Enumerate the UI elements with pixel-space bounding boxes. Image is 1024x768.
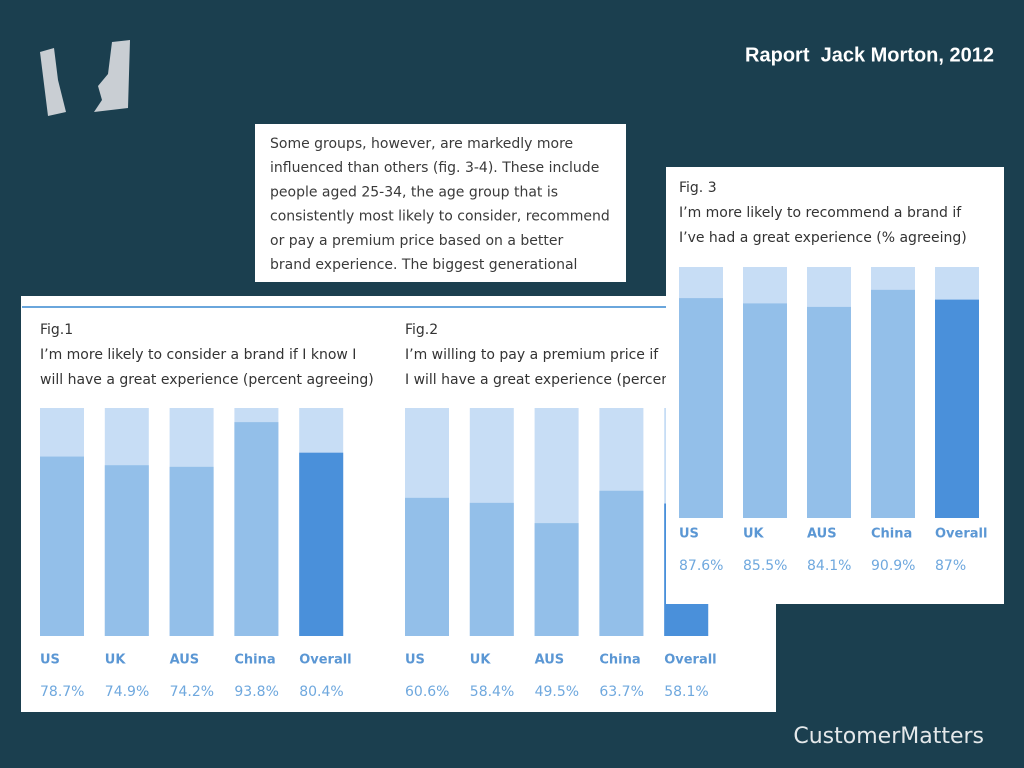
category-label: US (40, 653, 60, 668)
excerpt-card (255, 124, 626, 282)
bar (871, 289, 915, 518)
fig-3: Fig. 3 I’m more likely to recommend a bra… (679, 180, 987, 574)
brand: CustomerMatters (793, 724, 984, 749)
value-label: 90.9% (871, 558, 915, 574)
excerpt: Some groups, however, are markedly more i… (270, 136, 610, 273)
category-label: Overall (664, 653, 716, 668)
category-label: China (871, 527, 912, 542)
value-label: 78.7% (40, 684, 84, 700)
value-label: 85.5% (743, 558, 787, 574)
excerpt-line: consistently most likely to consider, re… (270, 209, 610, 225)
figure-title: I’m more likely to recommend a brand if (679, 205, 962, 221)
value-label: 93.8% (234, 684, 278, 700)
value-label: 87.6% (679, 558, 723, 574)
bar (469, 502, 514, 636)
bar (405, 497, 449, 636)
figure-title: will have a great experience (percent ag… (40, 372, 374, 388)
slide-title: Raport Jack Morton, 2012 (745, 44, 994, 66)
figure-label: Fig. 3 (679, 180, 717, 196)
value-label: 49.5% (535, 684, 579, 700)
category-label: China (234, 653, 275, 668)
excerpt-line: influenced than others (fig. 3-4). These… (270, 160, 599, 176)
value-label: 58.1% (664, 684, 708, 700)
value-label: 87% (935, 558, 966, 574)
figure-label: Fig.2 (405, 322, 438, 338)
excerpt-line: or pay a premium price based on a better (270, 233, 563, 249)
category-label: UK (743, 527, 765, 542)
category-label: US (405, 653, 425, 668)
value-label: 74.9% (105, 684, 149, 700)
bar (534, 523, 579, 636)
figure-label: Fig.1 (40, 322, 73, 338)
excerpt-line: people aged 25-34, the age group that is (270, 184, 558, 200)
value-label: 80.4% (299, 684, 343, 700)
excerpt-line: Some groups, however, are markedly more (270, 136, 573, 152)
bar (299, 452, 344, 636)
category-label: China (599, 653, 640, 668)
figure-title: I’m more likely to consider a brand if I… (40, 347, 356, 363)
category-label: UK (470, 653, 492, 668)
category-label: AUS (170, 653, 200, 668)
figure-title: I’ve had a great experience (% agreeing) (679, 230, 967, 246)
category-label: UK (105, 653, 127, 668)
bar (169, 466, 214, 636)
excerpt-line: brand experience. The biggest generation… (270, 257, 577, 273)
value-label: 60.6% (405, 684, 449, 700)
category-label: US (679, 527, 699, 542)
value-label: 63.7% (599, 684, 643, 700)
logo-right (94, 40, 130, 112)
category-label: Overall (935, 527, 987, 542)
bar (807, 306, 851, 518)
fig-1: Fig.1 I’m more likely to consider a brand… (40, 322, 374, 700)
bar (599, 490, 644, 636)
category-label: AUS (535, 653, 565, 668)
logo-left (40, 48, 66, 116)
bar (679, 298, 723, 518)
bar (743, 303, 787, 518)
bar (104, 465, 149, 636)
category-label: Overall (299, 653, 351, 668)
value-label: 58.4% (470, 684, 514, 700)
bar (40, 456, 84, 636)
category-label: AUS (807, 527, 837, 542)
bar (935, 299, 979, 518)
figure-title: I’m willing to pay a premium price if (405, 347, 659, 363)
value-label: 84.1% (807, 558, 851, 574)
bar (234, 422, 279, 636)
panel-rule (22, 306, 668, 308)
figure-title: I will have a great experience (percent … (405, 372, 747, 388)
value-label: 74.2% (170, 684, 214, 700)
